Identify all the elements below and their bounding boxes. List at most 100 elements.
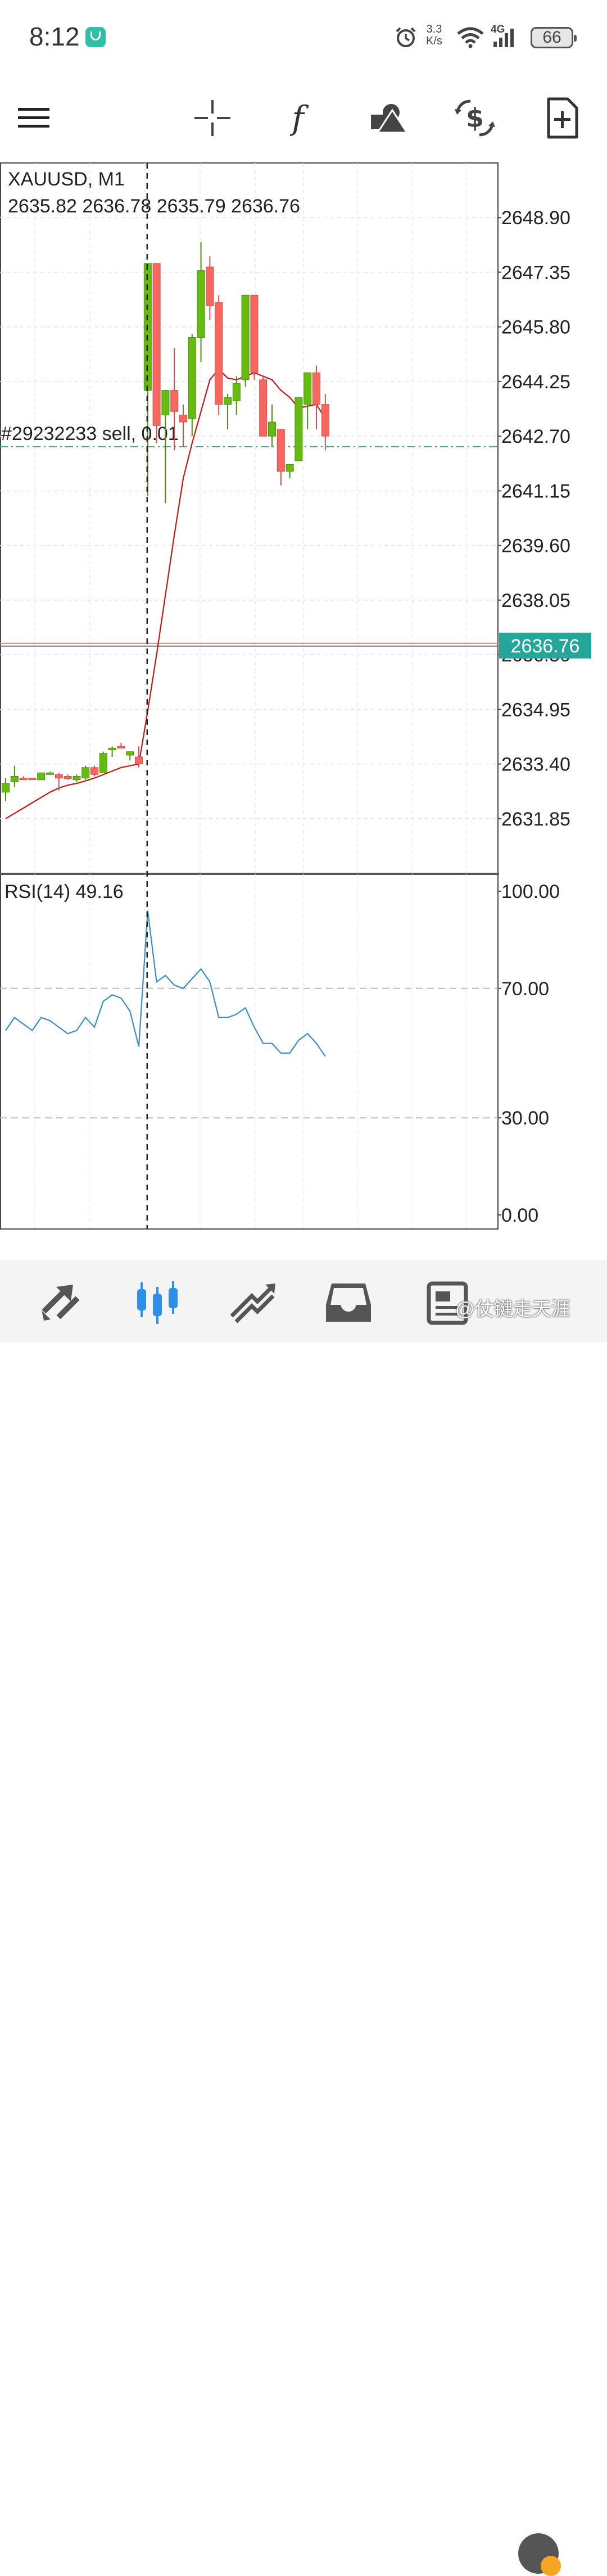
candle	[117, 742, 125, 749]
bottom-navigation	[0, 1260, 607, 2576]
candle	[312, 365, 320, 429]
candle-body	[46, 772, 54, 775]
svg-text:$: $	[466, 103, 484, 133]
candle	[46, 772, 54, 775]
battery-icon: 66	[531, 27, 577, 48]
candle-body	[224, 397, 232, 405]
candle-body	[268, 421, 276, 437]
price-scale-label: 2647.35	[501, 262, 570, 283]
candle-body	[286, 464, 294, 472]
candle	[277, 429, 285, 486]
rsi-scale-label: 0.00	[501, 1205, 538, 1226]
current-price-label: 2636.76	[511, 636, 580, 657]
candle-body	[99, 753, 107, 773]
candle-body	[152, 263, 161, 426]
candle-body	[90, 767, 98, 775]
candle	[37, 772, 46, 781]
notification-app-icon	[85, 27, 106, 47]
trade-icon[interactable]	[225, 1277, 281, 1327]
candle-body	[250, 294, 259, 373]
order-line-label: #29232233 sell, 0.01	[1, 423, 179, 445]
candle-body	[295, 397, 303, 461]
candle-body	[10, 775, 19, 782]
candle	[304, 372, 312, 429]
function-icon[interactable]: f	[275, 96, 320, 140]
candle	[215, 295, 223, 415]
price-scale-label: 2642.70	[501, 426, 570, 447]
candle-body	[161, 390, 170, 416]
candle-body	[277, 429, 285, 472]
candle	[10, 765, 19, 787]
crosshair-icon[interactable]	[190, 96, 235, 140]
candle	[126, 751, 134, 761]
candle	[28, 778, 37, 781]
candle	[197, 242, 205, 362]
candle-body	[73, 775, 81, 781]
candle	[259, 376, 268, 437]
history-icon[interactable]	[320, 1277, 377, 1327]
candle-body	[206, 266, 214, 306]
network-speed-value: 3.3	[426, 23, 442, 35]
price-chart[interactable]: #29232233 sell, 0.01 XAUUSD, M1 2635.82 …	[0, 162, 607, 1230]
price-scale-label: 2631.85	[501, 809, 570, 830]
candle-body	[28, 778, 37, 781]
candle-body	[2, 783, 10, 793]
candle	[73, 774, 81, 782]
candle	[295, 397, 303, 461]
main-chart-frame	[0, 162, 499, 874]
candle-body	[108, 747, 116, 750]
signal-icon	[493, 28, 516, 47]
candle-body	[126, 751, 134, 756]
candle	[90, 765, 98, 777]
candle	[179, 404, 187, 447]
quotes-icon[interactable]	[34, 1277, 90, 1327]
candle	[321, 393, 329, 451]
price-scale-label: 2634.95	[501, 699, 570, 720]
candle-body	[312, 372, 320, 405]
candle-body	[259, 379, 268, 437]
candle-body	[321, 404, 329, 437]
chart-area[interactable]: #29232233 sell, 0.01 XAUUSD, M1 2635.82 …	[0, 162, 607, 1230]
candle-body	[81, 767, 90, 779]
candle	[108, 746, 116, 757]
alarm-icon	[396, 27, 416, 47]
candle-body	[170, 390, 179, 412]
candle-body	[117, 746, 125, 749]
chart-toolbar: f $	[0, 84, 607, 146]
rsi-line	[5, 910, 326, 1057]
candle	[286, 464, 294, 479]
current-price-lines	[0, 642, 498, 647]
current-price-badge: 2636.76	[499, 632, 591, 659]
svg-text:f: f	[289, 99, 309, 137]
chart-icon[interactable]	[129, 1277, 185, 1327]
price-scale-label: 2644.25	[501, 371, 570, 393]
candle-body	[55, 774, 63, 779]
watermark: @仗键走天涯	[455, 1299, 570, 1320]
new-document-icon[interactable]	[540, 96, 585, 140]
price-scale-label: 2633.40	[501, 754, 570, 775]
news-icon[interactable]	[419, 1277, 475, 1327]
price-scale: 2648.90 2647.35 2645.80 2644.25 2642.70 2641.…	[498, 207, 570, 830]
candle	[19, 776, 28, 781]
ohlc-values: 2635.82 2636.78 2635.79 2636.76	[8, 196, 300, 217]
price-scale-label: 2639.60	[501, 536, 570, 557]
objects-icon[interactable]	[365, 96, 410, 140]
rsi-frame	[0, 873, 499, 1230]
candle-body	[197, 270, 205, 338]
candle-body	[188, 337, 196, 419]
candle	[99, 751, 107, 773]
rsi-scale: 100.00 70.00 30.00 0.00	[498, 881, 560, 1226]
time-axis: 6 Dec 23:416 Dec 23:539 Dec 01:10	[34, 1228, 360, 1230]
candle-body	[232, 383, 241, 401]
candle-body	[304, 372, 312, 405]
network-speed-unit: K/s	[426, 35, 442, 47]
price-scale-label: 2645.80	[501, 317, 570, 338]
candle-body	[37, 772, 46, 781]
candle	[152, 263, 161, 443]
price-badge-bg	[499, 632, 591, 659]
order-line-group: #29232233 sell, 0.01	[0, 423, 498, 447]
currency-exchange-icon[interactable]: $	[452, 96, 497, 140]
menu-icon[interactable]	[11, 96, 56, 140]
rsi-scale-label: 100.00	[501, 881, 560, 902]
candle	[206, 256, 214, 320]
